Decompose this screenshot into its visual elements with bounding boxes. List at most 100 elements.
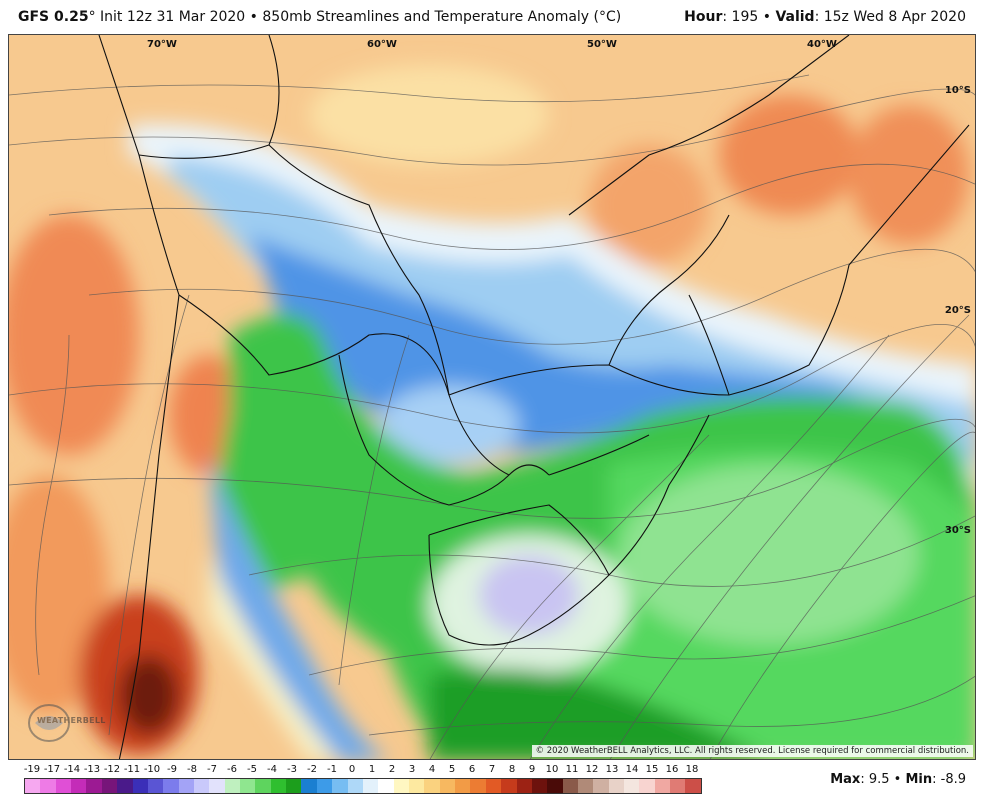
colorbar-tick-label: -4 xyxy=(267,764,277,775)
copyright-notice: © 2020 WeatherBELL Analytics, LLC. All r… xyxy=(531,745,973,757)
colorbar-tick-label: -7 xyxy=(207,764,217,775)
colorbar-labels: -19 -17 -14 -13 -12 -11 -10 -9 -8 -7 -6 -5 -4 -3 -2 -1 0… xyxy=(24,764,704,778)
colorbar-swatch xyxy=(577,779,594,793)
colorbar-swatch xyxy=(101,779,118,793)
colorbar-swatch xyxy=(193,779,210,793)
map-panel[interactable]: 70°W 60°W 50°W 40°W 10°S 20°S 30°S WEATH… xyxy=(8,34,976,760)
colorbar-swatch xyxy=(562,779,578,793)
colorbar-tick-label: -8 xyxy=(187,764,197,775)
colorbar-tick-label: -3 xyxy=(287,764,297,775)
colorbar-swatch xyxy=(439,779,456,793)
colorbar-swatch xyxy=(362,779,379,793)
colorbar-swatch xyxy=(547,779,563,793)
colorbar-swatch xyxy=(424,779,440,793)
colorbar-tick-label: -14 xyxy=(63,764,81,775)
colorbar-swatch xyxy=(240,779,256,793)
political-boundaries xyxy=(98,35,970,759)
colorbar-swatch xyxy=(286,779,302,793)
longitude-label-40w: 40°W xyxy=(807,39,837,50)
colorbar-tick-label: -19 xyxy=(23,764,41,775)
colorbar-swatch xyxy=(347,779,363,793)
colorbar-swatch xyxy=(670,779,686,793)
colorbar-swatch xyxy=(163,779,179,793)
colorbar-swatch xyxy=(132,779,148,793)
stats-separator: • xyxy=(889,772,906,787)
min-label: Min xyxy=(905,772,933,787)
bullet-separator: • xyxy=(762,9,771,25)
colorbar-tick-label: 6 xyxy=(468,764,476,775)
colorbar-swatch xyxy=(86,779,102,793)
colorbar-swatch xyxy=(393,779,409,793)
colorbar-tick-label: 18 xyxy=(685,764,699,775)
max-label: Max xyxy=(830,772,861,787)
max-value: : 9.5 xyxy=(860,772,890,787)
colorbar-swatch xyxy=(685,779,701,793)
colorbar-tick-label: 16 xyxy=(665,764,679,775)
colorbar-swatch xyxy=(639,779,655,793)
colorbar-tick-label: 14 xyxy=(625,764,639,775)
longitude-label-60w: 60°W xyxy=(367,39,397,50)
colorbar-tick-label: -17 xyxy=(43,764,61,775)
colorbar-swatch xyxy=(270,779,287,793)
map-header: GFS 0.25° Init 12z 31 Mar 2020 • 850mb S… xyxy=(0,0,984,34)
colorbar-tick-label: 0 xyxy=(348,764,356,775)
colorbar-swatch xyxy=(608,779,625,793)
colorbar-tick-label: 13 xyxy=(605,764,619,775)
colorbar: -19 -17 -14 -13 -12 -11 -10 -9 -8 -7 -6 -5 -4 -3 -2 -1 0… xyxy=(24,764,704,804)
streamlines xyxy=(9,74,975,759)
model-name: GFS 0.25 xyxy=(18,9,89,25)
colorbar-swatch xyxy=(531,779,548,793)
header-title: GFS 0.25° Init 12z 31 Mar 2020 • 850mb S… xyxy=(18,9,621,25)
colorbar-tick-label: 5 xyxy=(448,764,456,775)
colorbar-tick-label: 3 xyxy=(408,764,416,775)
colorbar-tick-label: -9 xyxy=(167,764,177,775)
colorbar-tick-label: 12 xyxy=(585,764,599,775)
colorbar-swatch xyxy=(485,779,502,793)
colorbar-tick-label: -2 xyxy=(307,764,317,775)
colorbar-swatch xyxy=(593,779,609,793)
colorbar-swatch xyxy=(654,779,671,793)
colorbar-tick-label: 4 xyxy=(428,764,436,775)
colorbar-swatch xyxy=(178,779,194,793)
colorbar-swatch xyxy=(40,779,56,793)
colorbar-swatches xyxy=(24,778,702,794)
min-value: : -8.9 xyxy=(932,772,966,787)
colorbar-tick-label: -5 xyxy=(247,764,257,775)
valid-label: Valid xyxy=(775,9,815,25)
colorbar-swatch xyxy=(624,779,640,793)
colorbar-tick-label: -11 xyxy=(123,764,141,775)
product-name: 850mb Streamlines and Temperature Anomal… xyxy=(262,9,622,25)
header-timing: Hour: 195 • Valid: 15z Wed 8 Apr 2020 xyxy=(684,9,966,25)
colorbar-tick-label: -10 xyxy=(143,764,161,775)
anomaly-shading xyxy=(9,65,975,759)
latitude-label-10s: 10°S xyxy=(944,85,971,96)
longitude-label-70w: 70°W xyxy=(147,39,177,50)
colorbar-tick-label: -6 xyxy=(227,764,237,775)
colorbar-swatch xyxy=(516,779,532,793)
colorbar-swatch xyxy=(301,779,317,793)
colorbar-tick-label: -1 xyxy=(327,764,337,775)
valid-value: : 15z Wed 8 Apr 2020 xyxy=(814,9,966,25)
longitude-label-50w: 50°W xyxy=(587,39,617,50)
colorbar-swatch xyxy=(316,779,333,793)
colorbar-tick-label: 1 xyxy=(368,764,376,775)
colorbar-swatch xyxy=(117,779,133,793)
latitude-label-20s: 20°S xyxy=(944,305,971,316)
colorbar-tick-label: -12 xyxy=(103,764,121,775)
colorbar-swatch xyxy=(255,779,271,793)
colorbar-swatch xyxy=(71,779,87,793)
colorbar-tick-label: 10 xyxy=(545,764,559,775)
weatherbell-logo-icon: WEATHERBELL xyxy=(27,701,105,745)
colorbar-tick-label: 7 xyxy=(488,764,496,775)
bullet-separator: • xyxy=(249,9,258,25)
max-min-stats: Max: 9.5 • Min: -8.9 xyxy=(830,772,966,787)
colorbar-swatch xyxy=(332,779,348,793)
colorbar-swatch xyxy=(408,779,425,793)
colorbar-swatch xyxy=(25,779,41,793)
colorbar-tick-label: -13 xyxy=(83,764,101,775)
init-time: Init 12z 31 Mar 2020 xyxy=(100,9,246,25)
latitude-label-30s: 30°S xyxy=(944,525,971,536)
colorbar-tick-label: 15 xyxy=(645,764,659,775)
colorbar-swatch xyxy=(55,779,72,793)
colorbar-tick-label: 9 xyxy=(528,764,536,775)
